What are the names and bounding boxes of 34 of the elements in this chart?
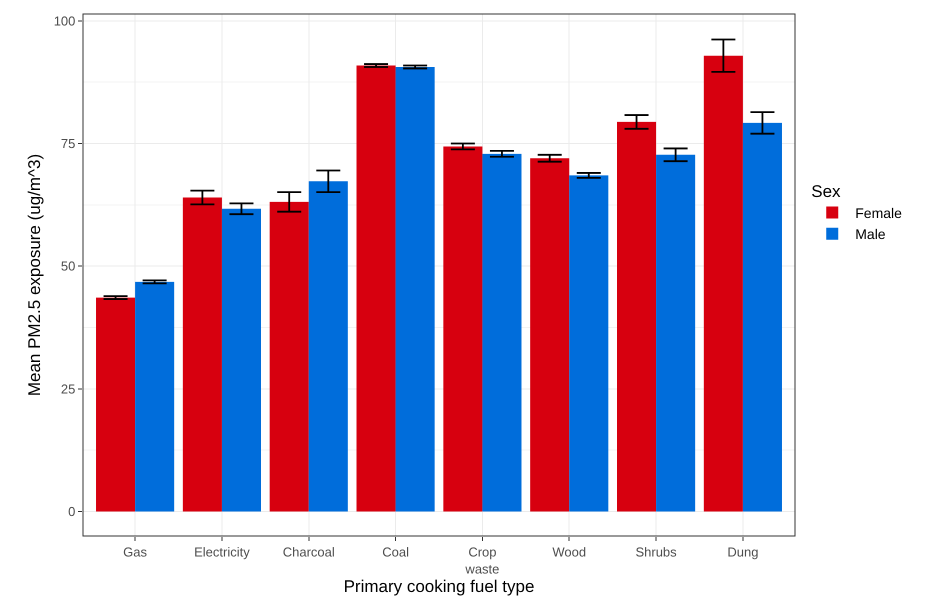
legend-label: Male (855, 226, 886, 242)
bar (396, 66, 435, 512)
legend-label: Female (855, 205, 902, 222)
y-tick-label: 75 (60, 136, 76, 152)
bar (530, 158, 570, 512)
bar (222, 208, 261, 512)
x-tick-label: Charcoal (282, 544, 335, 560)
y-tick-label: 50 (60, 258, 76, 274)
bar (96, 298, 136, 512)
y-tick-label: 100 (54, 13, 76, 28)
bar (656, 154, 696, 512)
x-tick-label: Shrubs (635, 544, 678, 560)
y-axis-title: Mean PM2.5 exposure (ug/m^3) (25, 154, 44, 396)
bar (135, 282, 174, 512)
bar (482, 154, 522, 512)
x-tick-label: Wood (552, 544, 586, 560)
bar (569, 175, 608, 512)
bar (182, 197, 222, 512)
bar (617, 122, 656, 512)
bar (443, 146, 482, 512)
x-tick-label: Coal (382, 544, 410, 560)
bar (742, 122, 782, 512)
legend-title: Sex (811, 182, 842, 201)
bar (308, 181, 348, 512)
bar (270, 202, 309, 512)
bar (704, 56, 743, 512)
x-tick-label: Crop waste (464, 544, 500, 576)
x-axis-title: Primary cooking fuel type (344, 576, 534, 596)
y-tick-label: 25 (60, 381, 76, 396)
y-tick-label: 0 (68, 504, 76, 520)
x-tick-label: Dung (727, 544, 758, 560)
x-tick-label: Electricity (194, 544, 250, 560)
x-tick-label: Gas (123, 544, 148, 560)
bar (356, 66, 396, 512)
